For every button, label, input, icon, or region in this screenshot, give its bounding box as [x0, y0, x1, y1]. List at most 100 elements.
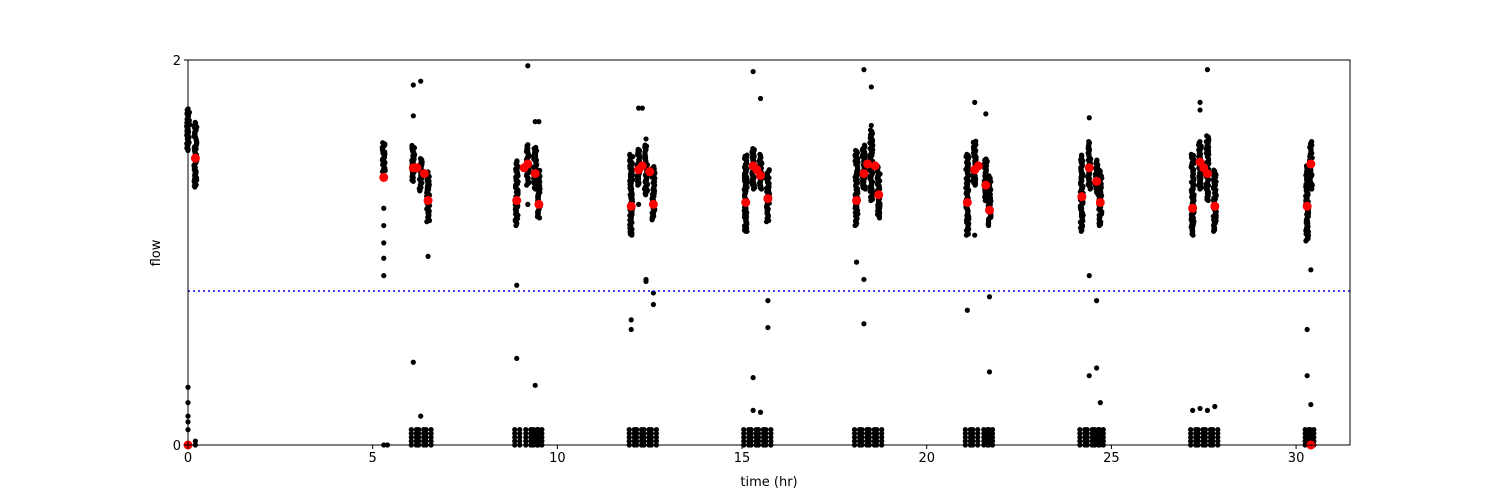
sample-point: [416, 427, 422, 433]
sample-point: [1078, 152, 1085, 158]
sample-points: [184, 63, 1317, 448]
sample-point: [628, 317, 634, 323]
x-tick-label: 0: [184, 451, 192, 466]
sample-point: [981, 430, 987, 437]
sample-point: [634, 438, 640, 444]
sample-point: [1190, 407, 1196, 413]
mean-point: [648, 199, 658, 209]
sample-point: [763, 438, 769, 444]
sample-point: [1094, 157, 1100, 163]
sample-point: [1311, 434, 1317, 440]
sample-point: [410, 359, 416, 365]
sample-point: [417, 155, 424, 162]
x-tick-label: 20: [918, 451, 935, 466]
sample-point: [534, 427, 540, 433]
mean-point: [863, 159, 873, 169]
y-tick-label: 0: [173, 439, 181, 454]
mean-point: [859, 169, 869, 179]
sample-point: [1215, 430, 1221, 437]
sample-point: [650, 301, 656, 308]
sample-point: [1100, 438, 1106, 444]
sample-point: [639, 105, 645, 111]
sample-point: [381, 240, 387, 246]
sample-point: [879, 427, 885, 433]
sample-point: [626, 427, 632, 433]
sample-point: [1309, 139, 1315, 145]
sample-point: [1215, 427, 1221, 433]
sample-point: [626, 438, 632, 444]
sample-point: [1084, 427, 1090, 433]
sample-point: [533, 144, 539, 150]
sample-point: [525, 63, 531, 69]
sample-point: [750, 145, 756, 152]
sample-point: [981, 438, 987, 444]
sample-point: [989, 427, 996, 433]
sample-point: [1100, 434, 1106, 440]
sample-point: [1188, 438, 1194, 444]
sample-point: [1094, 298, 1100, 304]
sample-point: [1304, 326, 1310, 333]
mean-point: [1084, 163, 1094, 173]
sample-point: [973, 138, 979, 144]
sample-point: [768, 434, 774, 440]
sample-point: [530, 427, 536, 433]
sample-point: [416, 438, 422, 444]
x-axis: 0 5 10 15 20 25 30: [184, 445, 1304, 466]
sample-point: [768, 430, 774, 437]
sample-point: [984, 430, 991, 437]
sample-point: [1302, 430, 1308, 437]
sample-point: [1077, 434, 1083, 440]
sample-point: [1302, 427, 1308, 433]
sample-point: [536, 119, 542, 125]
sample-point: [428, 438, 434, 444]
sample-point: [634, 430, 640, 437]
sample-point: [1084, 430, 1090, 437]
mean-point: [190, 153, 200, 163]
sample-point: [1202, 438, 1209, 444]
sample-point: [989, 434, 996, 440]
sample-point: [763, 430, 769, 437]
sample-point: [1311, 427, 1317, 433]
sample-point: [859, 434, 865, 440]
sample-point: [418, 78, 424, 84]
sample-point: [874, 438, 880, 444]
sample-point: [859, 427, 865, 433]
sample-point: [748, 434, 754, 440]
mean-point: [756, 171, 766, 180]
sample-point: [866, 430, 872, 437]
sample-point: [648, 434, 654, 440]
mean-point: [534, 199, 544, 209]
sample-point: [1215, 434, 1221, 440]
sample-point: [1195, 427, 1201, 433]
sample-point: [1204, 407, 1211, 413]
sample-point: [1095, 427, 1101, 433]
sample-point: [859, 430, 865, 437]
sample-point: [380, 140, 386, 146]
mean-point: [1306, 159, 1316, 169]
sample-point: [648, 438, 654, 444]
sample-point: [1211, 167, 1217, 173]
sample-point: [866, 427, 872, 433]
sample-point: [1204, 67, 1211, 73]
sample-point: [983, 111, 989, 117]
sample-point: [1086, 139, 1092, 145]
sample-point: [1197, 405, 1203, 412]
sample-point: [1100, 430, 1106, 437]
mean-point: [985, 205, 995, 215]
sample-point: [975, 434, 981, 440]
sample-point: [1097, 400, 1103, 406]
sample-point: [192, 438, 198, 444]
sample-point: [534, 438, 540, 444]
sample-point: [1077, 427, 1083, 433]
sample-point: [874, 430, 880, 437]
sample-point: [530, 434, 536, 440]
sample-point: [1197, 107, 1203, 113]
sample-point: [636, 201, 642, 207]
sample-point: [989, 438, 996, 444]
sample-point: [1188, 427, 1194, 433]
sample-point: [381, 222, 387, 229]
sample-point: [530, 430, 536, 437]
sample-point: [523, 430, 529, 437]
sample-point: [525, 201, 531, 207]
sample-point: [643, 136, 649, 142]
